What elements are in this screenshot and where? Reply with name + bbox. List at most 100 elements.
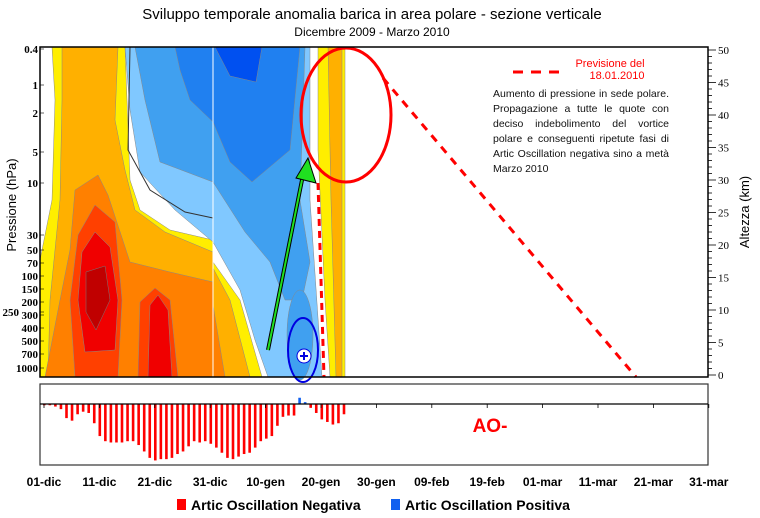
ao-bar [159, 404, 163, 460]
annotation-note: Aumento di pressione in sede polare. Pro… [493, 88, 669, 175]
ao-bar [265, 404, 268, 439]
forecast-trend-line [381, 77, 638, 378]
ao-bar [203, 404, 207, 442]
pressure-tick-label: 5 [33, 147, 39, 159]
date-tick-label: 01-dic [27, 475, 62, 489]
date-tick-label: 30-gen [357, 475, 396, 489]
ao-panel [39, 383, 709, 466]
legend-negative-label: Artic Oscillation Negativa [191, 497, 361, 513]
ao-bar [215, 404, 218, 448]
chart-subtitle: Dicembre 2009 - Marzo 2010 [294, 25, 450, 39]
ao-bar [231, 404, 235, 460]
legend-positive-label: Artic Oscillation Positiva [405, 497, 570, 513]
legend-positive-swatch [391, 499, 400, 510]
ao-bar [287, 404, 290, 416]
ao-bar [59, 404, 63, 410]
contour-red-2 [147, 294, 173, 378]
date-tick-label: 19-feb [470, 475, 505, 489]
ao-bar [303, 402, 307, 404]
date-axis: 01-dic 11-dic 21-dic 31-dic 10-gen 20-gen 30-g… [27, 404, 729, 489]
ao-bar [131, 404, 135, 442]
pressure-tick-label: 2 [33, 108, 39, 120]
ao-bar [137, 404, 140, 446]
ao-bar [298, 397, 301, 404]
ao-bar [81, 404, 85, 412]
ao-bar [314, 404, 318, 413]
pressure-tick-label: 1 [33, 80, 39, 92]
altitude-axis: 0 5 10 15 20 25 30 35 40 45 50 [708, 45, 730, 382]
pressure-tick-label: 0.4 [24, 44, 38, 56]
ao-bar [337, 404, 340, 424]
ao-bar [253, 404, 257, 448]
date-tick-label: 09-feb [414, 475, 449, 489]
altitude-tick-label: 5 [718, 338, 724, 350]
date-tick-label: 20-gen [302, 475, 341, 489]
ao-bar [120, 404, 124, 443]
ao-bar [65, 404, 68, 419]
contour-dark-red [85, 265, 111, 331]
pressure-axis-label: Pressione (hPa) [4, 158, 19, 251]
date-tick-label: 21-mar [634, 475, 674, 489]
pressure-tick-label: 30 [27, 230, 39, 242]
chart-title: Sviluppo temporale anomalia barica in ar… [142, 6, 601, 23]
pressure-tick-label: 50 [27, 245, 39, 257]
ao-bar [326, 404, 329, 422]
ao-bar [320, 404, 324, 420]
ao-bar [248, 404, 251, 453]
pressure-tick-label: 1000 [16, 363, 39, 375]
pressure-tick-label: 150 [22, 284, 39, 296]
legend-negative-swatch [177, 499, 186, 510]
ao-bar [281, 404, 285, 417]
positive-anomaly-outline [287, 317, 319, 383]
date-tick-label: 31-mar [689, 475, 729, 489]
ao-bar [176, 404, 179, 455]
altitude-tick-label: 40 [718, 110, 730, 122]
date-tick-label: 31-dic [193, 475, 228, 489]
ao-bar [270, 404, 274, 437]
pressure-tick-label: 250 [3, 307, 20, 319]
pressure-tick-label: 200 [22, 297, 39, 309]
forecast-legend-line2: 18.01.2010 [589, 70, 644, 82]
pressure-tick-label: 300 [22, 310, 39, 322]
ao-bar [92, 404, 96, 424]
arrow-head [295, 156, 317, 184]
date-tick-label: 01-mar [523, 475, 563, 489]
pressure-tick-label: 100 [22, 271, 39, 283]
pressure-tick-label: 10 [27, 178, 39, 190]
pressure-tick-label: 500 [22, 336, 39, 348]
altitude-tick-label: 15 [718, 273, 730, 285]
ao-bar [115, 404, 118, 443]
ao-bar [242, 404, 246, 455]
ao-bar [331, 404, 335, 425]
altitude-tick-label: 10 [718, 305, 730, 317]
ao-bar [48, 404, 52, 406]
ao-bar [70, 404, 74, 421]
pressure-tick-label: 70 [27, 258, 39, 270]
date-tick-label: 11-dic [82, 475, 116, 489]
highlight-ellipse [299, 46, 393, 184]
altitude-tick-label: 20 [718, 240, 730, 252]
altitude-tick-label: 0 [718, 370, 724, 382]
ao-bar [165, 404, 168, 460]
ao-bar [187, 404, 190, 447]
ao-bar [54, 404, 57, 407]
ao-bar [276, 404, 279, 426]
ao-bar [170, 404, 174, 458]
pressure-tick-label: 700 [22, 349, 39, 361]
altitude-tick-label: 25 [718, 208, 730, 220]
ao-bar [198, 404, 201, 443]
forecast-start-line [316, 182, 326, 378]
contour-blue [174, 46, 301, 183]
pressure-tick-label: 400 [22, 323, 39, 335]
forecast-legend-line1: Previsione del [575, 58, 644, 70]
ao-bar [220, 404, 224, 453]
altitude-tick-label: 35 [718, 143, 730, 155]
ao-bar [148, 404, 152, 458]
ao-bar [87, 404, 90, 413]
date-tick-label: 10-gen [246, 475, 285, 489]
ao-bar [292, 404, 296, 416]
ao-bar [76, 404, 79, 415]
ao-bar [237, 404, 240, 457]
